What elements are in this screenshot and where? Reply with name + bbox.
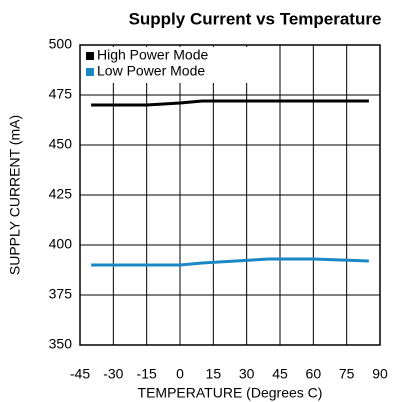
series-line <box>91 257 369 267</box>
y-axis-label: SUPPLY CURRENT (mA) <box>7 115 23 275</box>
series-line <box>91 99 369 107</box>
y-tick-label: 375 <box>49 286 73 302</box>
x-tick-label: 45 <box>272 366 288 382</box>
x-tick-label: 75 <box>339 366 355 382</box>
legend-box <box>82 47 250 83</box>
legend-swatch <box>86 52 94 60</box>
x-tick-label: -30 <box>103 366 123 382</box>
y-tick-label: 500 <box>49 36 73 52</box>
legend-label: High Power Mode <box>97 47 208 63</box>
x-tick-label: 0 <box>176 366 184 382</box>
y-tick-label: 350 <box>49 336 73 352</box>
x-tick-label: 30 <box>239 366 255 382</box>
x-axis-label: TEMPERATURE (Degrees C) <box>138 385 323 401</box>
y-tick-label: 425 <box>49 186 73 202</box>
y-tick-label: 400 <box>49 236 73 252</box>
x-tick-label: 60 <box>306 366 322 382</box>
y-tick-label: 475 <box>49 86 73 102</box>
x-tick-label: -45 <box>70 366 90 382</box>
x-tick-label: -15 <box>137 366 157 382</box>
x-tick-label: 90 <box>372 366 388 382</box>
x-tick-label: 15 <box>206 366 222 382</box>
plot-frame <box>79 44 381 346</box>
legend-label: Low Power Mode <box>97 63 205 79</box>
y-tick-label: 450 <box>49 136 73 152</box>
chart-title: Supply Current vs Temperature <box>129 9 382 28</box>
legend-swatch <box>86 68 94 76</box>
